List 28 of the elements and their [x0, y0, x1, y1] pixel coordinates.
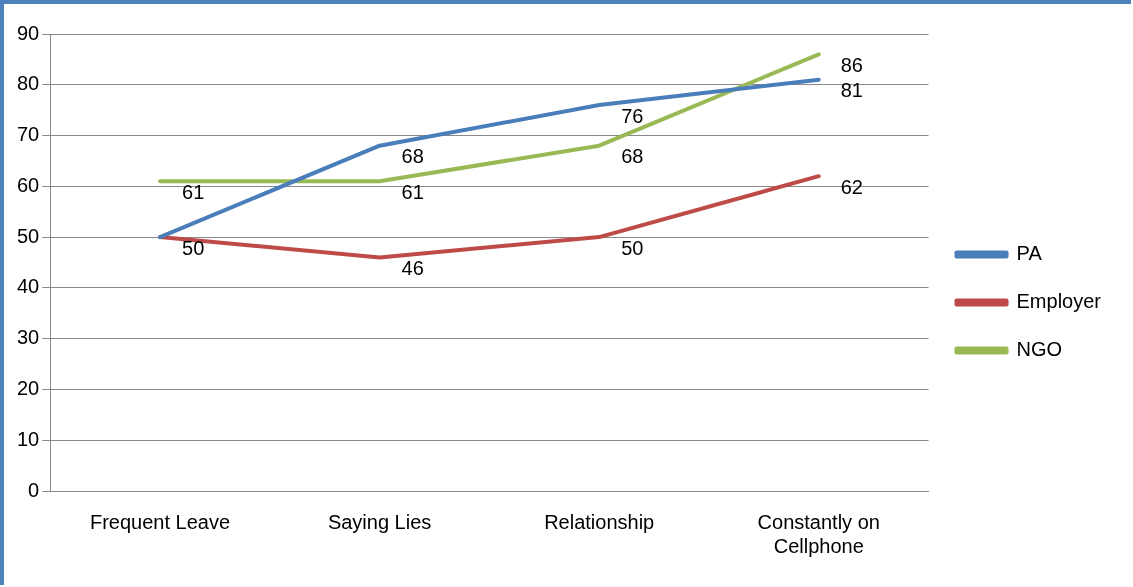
x-tick-label: Saying Lies — [327, 510, 432, 533]
y-tick-label: 40 — [17, 275, 40, 298]
y-tick-label: 60 — [17, 173, 40, 196]
y-tick-label: 30 — [17, 326, 40, 349]
data-label: 61 — [182, 180, 205, 203]
x-tick-label: Relationship — [544, 510, 655, 533]
x-tick-label: Frequent Leave — [89, 510, 231, 533]
data-label: 46 — [401, 256, 424, 279]
y-tick-label: 50 — [17, 224, 40, 247]
legend-label: Employer — [1016, 290, 1102, 313]
y-tick-label: 90 — [17, 21, 40, 44]
data-label: 50 — [621, 236, 644, 259]
data-label: 68 — [401, 145, 424, 168]
data-label: 68 — [621, 145, 644, 168]
data-label: 62 — [840, 175, 863, 198]
y-tick-label: 70 — [17, 123, 40, 146]
data-label: 76 — [621, 104, 644, 127]
y-tick-label: 0 — [28, 478, 40, 501]
data-label: 50 — [182, 236, 205, 259]
data-label: 61 — [401, 180, 424, 203]
y-tick-label: 80 — [17, 72, 40, 95]
legend-label: NGO — [1016, 338, 1063, 361]
y-tick-label: 10 — [17, 427, 40, 450]
data-label: 86 — [840, 53, 863, 76]
x-tick-label: Constantly on Cellphone — [757, 510, 880, 557]
legend-label: PA — [1016, 242, 1043, 265]
data-label: 81 — [840, 79, 863, 102]
y-tick-label: 20 — [17, 376, 40, 399]
